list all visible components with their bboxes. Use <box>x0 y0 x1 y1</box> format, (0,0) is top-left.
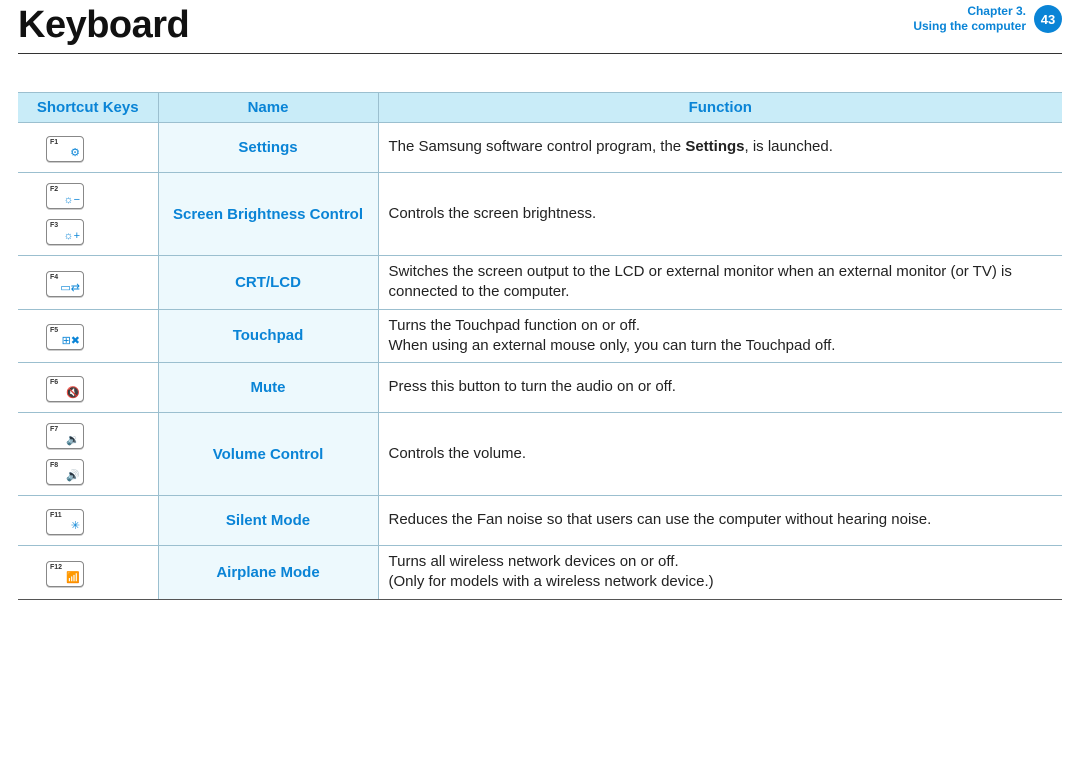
cell-keys: F12 📶 <box>18 546 158 600</box>
brightness-up-icon: ☼+ <box>63 231 80 242</box>
touchpad-icon: ⊞✖ <box>62 336 80 347</box>
function-text-pre: The Samsung software control program, th… <box>389 138 686 155</box>
table-row: F5 ⊞✖ Touchpad Turns the Touchpad functi… <box>18 309 1062 363</box>
table-row: F7 🔉 F8 🔊 Volume Control Controls the vo… <box>18 413 1062 496</box>
page-title: Keyboard <box>18 4 189 47</box>
cell-function: Turns the Touchpad function on or off. W… <box>378 309 1062 363</box>
cell-keys: F2 ☼− F3 ☼+ <box>18 173 158 256</box>
cell-function: Reduces the Fan noise so that users can … <box>378 496 1062 546</box>
table-row: F6 🔇 Mute Press this button to turn the … <box>18 363 1062 413</box>
cell-function: Turns all wireless network devices on or… <box>378 546 1062 600</box>
key-label: F2 <box>50 186 58 193</box>
cell-name: Touchpad <box>158 309 378 363</box>
cell-name: Screen Brightness Control <box>158 173 378 256</box>
page: Keyboard Chapter 3. Using the computer 4… <box>0 0 1080 766</box>
table-row: F4 ▭⇄ CRT/LCD Switches the screen output… <box>18 256 1062 310</box>
volume-up-icon: 🔊 <box>66 471 80 482</box>
display-switch-icon: ▭⇄ <box>60 283 80 294</box>
mute-icon: 🔇 <box>66 388 80 399</box>
cell-keys: F11 ✳ <box>18 496 158 546</box>
cell-name: Mute <box>158 363 378 413</box>
cell-function: Controls the volume. <box>378 413 1062 496</box>
key-label: F4 <box>50 274 58 281</box>
key-label: F5 <box>50 327 58 334</box>
wifi-icon: 📶 <box>66 573 80 584</box>
cell-name: Settings <box>158 123 378 173</box>
key-f2: F2 ☼− <box>46 183 84 209</box>
function-line1: Turns the Touchpad function on or off. <box>389 316 1053 336</box>
fan-icon: ✳ <box>71 521 80 532</box>
key-stack: F7 🔉 F8 🔊 <box>46 421 152 487</box>
cell-keys: F7 🔉 F8 🔊 <box>18 413 158 496</box>
cell-function: Press this button to turn the audio on o… <box>378 363 1062 413</box>
th-function: Function <box>378 93 1062 123</box>
key-f1: F1 ⚙ <box>46 136 84 162</box>
chapter-line1: Chapter 3. <box>913 4 1026 19</box>
key-f7: F7 🔉 <box>46 423 84 449</box>
key-f3: F3 ☼+ <box>46 219 84 245</box>
cell-function: The Samsung software control program, th… <box>378 123 1062 173</box>
page-header: Keyboard Chapter 3. Using the computer 4… <box>18 0 1062 47</box>
cell-keys: F4 ▭⇄ <box>18 256 158 310</box>
cell-keys: F1 ⚙ <box>18 123 158 173</box>
th-name: Name <box>158 93 378 123</box>
table-header-row: Shortcut Keys Name Function <box>18 93 1062 123</box>
cell-function: Controls the screen brightness. <box>378 173 1062 256</box>
brightness-down-icon: ☼− <box>63 195 80 206</box>
volume-down-icon: 🔉 <box>66 435 80 446</box>
settings-icon: ⚙ <box>70 148 80 159</box>
key-f4: F4 ▭⇄ <box>46 271 84 297</box>
cell-keys: F6 🔇 <box>18 363 158 413</box>
function-text-post: , is launched. <box>745 138 833 155</box>
chapter-box: Chapter 3. Using the computer 43 <box>913 4 1062 34</box>
page-number-badge: 43 <box>1034 5 1062 33</box>
function-line1: Turns all wireless network devices on or… <box>389 552 1053 572</box>
cell-name: Airplane Mode <box>158 546 378 600</box>
function-line2: When using an external mouse only, you c… <box>389 336 1053 356</box>
key-f12: F12 📶 <box>46 561 84 587</box>
key-f6: F6 🔇 <box>46 376 84 402</box>
key-label: F8 <box>50 462 58 469</box>
cell-name: Silent Mode <box>158 496 378 546</box>
key-label: F3 <box>50 222 58 229</box>
key-label: F12 <box>50 564 62 571</box>
key-f5: F5 ⊞✖ <box>46 324 84 350</box>
chapter-text: Chapter 3. Using the computer <box>913 4 1026 34</box>
key-f11: F11 ✳ <box>46 509 84 535</box>
th-keys: Shortcut Keys <box>18 93 158 123</box>
header-rule <box>18 53 1062 54</box>
table-row: F11 ✳ Silent Mode Reduces the Fan noise … <box>18 496 1062 546</box>
key-label: F1 <box>50 139 58 146</box>
table-row: F1 ⚙ Settings The Samsung software contr… <box>18 123 1062 173</box>
key-f8: F8 🔊 <box>46 459 84 485</box>
function-line2: (Only for models with a wireless network… <box>389 572 1053 592</box>
key-label: F6 <box>50 379 58 386</box>
table-row: F2 ☼− F3 ☼+ Screen Brightness Control Co… <box>18 173 1062 256</box>
cell-function: Switches the screen output to the LCD or… <box>378 256 1062 310</box>
cell-name: Volume Control <box>158 413 378 496</box>
key-label: F11 <box>50 512 62 519</box>
key-stack: F2 ☼− F3 ☼+ <box>46 181 152 247</box>
cell-keys: F5 ⊞✖ <box>18 309 158 363</box>
chapter-line2: Using the computer <box>913 19 1026 34</box>
key-label: F7 <box>50 426 58 433</box>
function-text-bold: Settings <box>685 138 744 155</box>
shortcut-table: Shortcut Keys Name Function F1 ⚙ Setting… <box>18 92 1062 600</box>
cell-name: CRT/LCD <box>158 256 378 310</box>
table-row: F12 📶 Airplane Mode Turns all wireless n… <box>18 546 1062 600</box>
